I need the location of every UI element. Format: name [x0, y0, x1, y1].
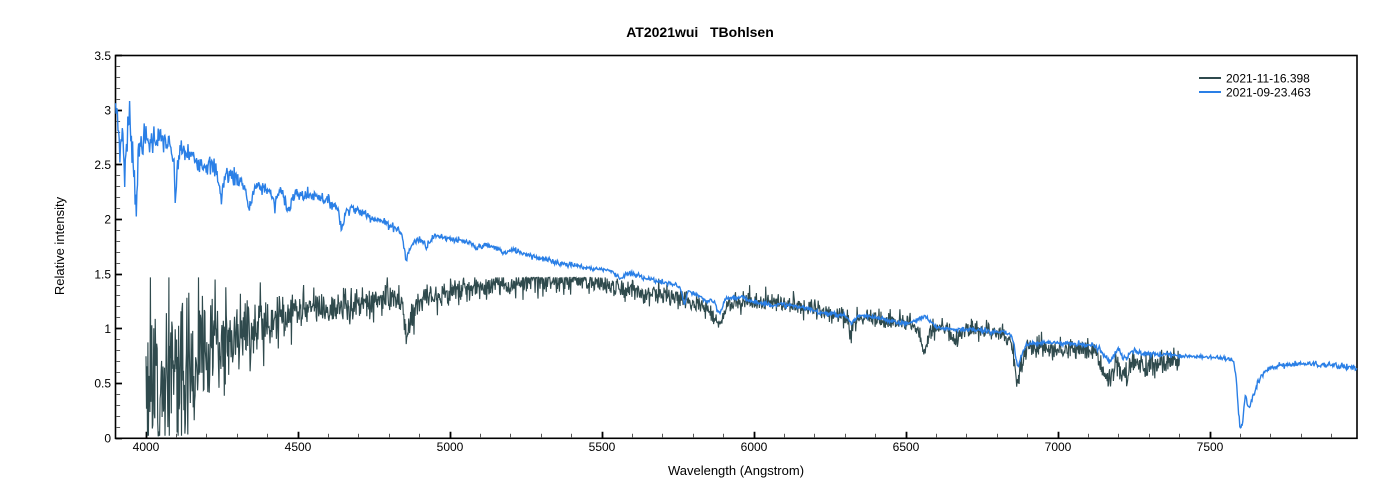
svg-text:5000: 5000 [437, 440, 464, 454]
svg-text:7000: 7000 [1045, 440, 1072, 454]
svg-text:0: 0 [104, 431, 111, 445]
svg-text:3: 3 [104, 103, 111, 117]
svg-text:6500: 6500 [893, 440, 920, 454]
svg-text:2: 2 [104, 213, 111, 227]
svg-text:4000: 4000 [133, 440, 160, 454]
svg-text:3.5: 3.5 [94, 49, 111, 63]
svg-text:6000: 6000 [741, 440, 768, 454]
svg-text:AT2021wui TBohlsen: AT2021wui TBohlsen [626, 24, 774, 40]
svg-text:4500: 4500 [285, 440, 312, 454]
svg-text:2.5: 2.5 [94, 158, 111, 172]
svg-text:Relative intensity: Relative intensity [52, 196, 67, 295]
svg-text:2021-11-16.398: 2021-11-16.398 [1226, 71, 1310, 85]
svg-text:2021-09-23.463: 2021-09-23.463 [1226, 85, 1311, 99]
svg-text:Wavelength (Angstrom): Wavelength (Angstrom) [668, 463, 804, 478]
svg-text:5500: 5500 [589, 440, 616, 454]
svg-text:0.5: 0.5 [94, 377, 111, 391]
svg-text:1: 1 [104, 322, 111, 336]
svg-text:1.5: 1.5 [94, 267, 111, 281]
svg-text:7500: 7500 [1197, 440, 1224, 454]
